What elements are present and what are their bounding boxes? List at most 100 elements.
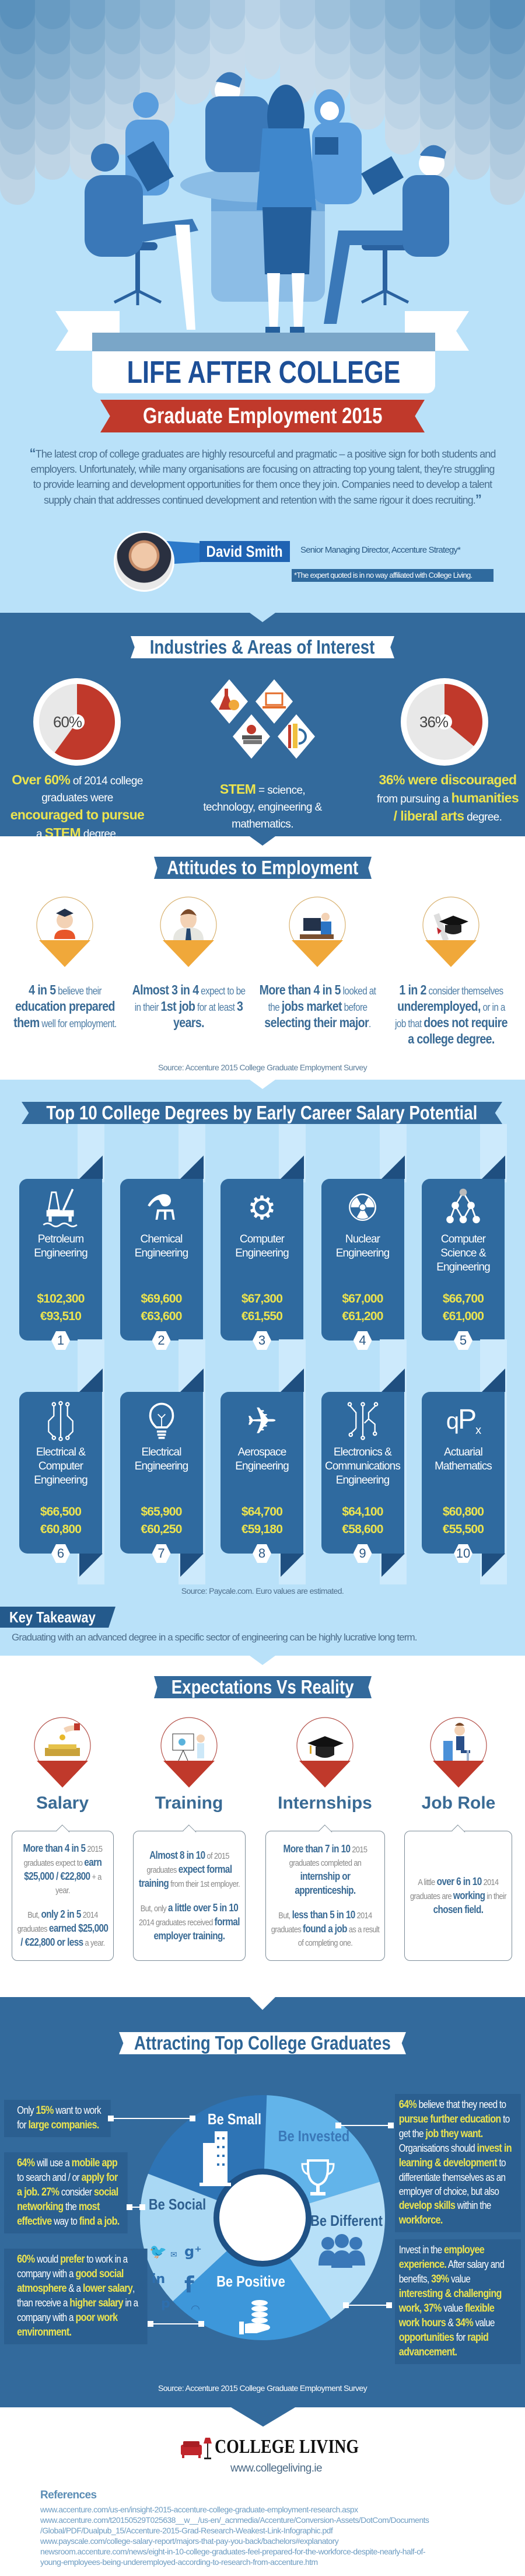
attracting-left-notes: Only 15% want to work for large companie… [4, 2100, 179, 2344]
gauge-fill-60 [54, 684, 115, 760]
body-text: of 2015 graduates [146, 1851, 229, 1875]
connector-lines [108, 2116, 394, 2327]
emphasis-text: jobs market [281, 999, 342, 1014]
rank-badge: 3 [253, 1331, 271, 1350]
expectation-pin [430, 1717, 487, 1788]
emphasis-text: 1 in 2 [399, 982, 426, 997]
degree-salary: $64,700 €59,180 [242, 1503, 283, 1538]
body-text: from their 1st employer. [169, 1879, 240, 1889]
speaker-name: David Smith [206, 542, 284, 560]
stem-encouraged-gauge: 60% [33, 678, 121, 766]
scallop [245, 0, 280, 29]
facebook-icon: f [184, 2272, 194, 2298]
degree-name: Electrical & Computer Engineering [34, 1446, 88, 1486]
pinterest-icon: p [161, 2296, 170, 2311]
emphasis-text: 4 in 5 [29, 982, 56, 997]
body-text: the [63, 2201, 79, 2212]
attracting-right-notes: 64% believe that they need to pursue fur… [395, 2094, 525, 2364]
attracting-ring: Be Small Be Invested Be Different Be Positi… [140, 2095, 385, 2340]
college-living-url[interactable]: www.collegeliving.ie [230, 2462, 323, 2474]
box-caret [318, 1824, 332, 1838]
scallop [70, 0, 105, 29]
reference-link[interactable]: young-employees-being-underemployed-acco… [40, 2557, 318, 2567]
pin-tip [163, 1761, 215, 1788]
degree-salary: $66,500 €60,800 [40, 1503, 82, 1538]
emphasis-text: 36% were discouraged [379, 772, 517, 787]
open-quote-mark: “ [29, 446, 36, 460]
emphasis-text: large companies. [28, 2119, 99, 2131]
footer-section: COLLEGE LIVING www.collegeliving.ie Refe… [0, 2407, 525, 2576]
reference-link[interactable]: www.payscale.com/college-salary-report/m… [40, 2536, 339, 2546]
humanities-discouraged-gauge: 36% [401, 678, 488, 766]
expectation-pin [296, 1717, 354, 1788]
emphasis-text: earned $25,000 / €22,800 or less [20, 1922, 108, 1948]
rank-badge: 5 [454, 1331, 473, 1350]
expectation-label: Job Role [421, 1793, 496, 1813]
reference-link[interactable]: www.accenture.com/t20150529T025638__w__/… [40, 2515, 429, 2525]
expectation-text: More than 7 in 10 2015 graduates complet… [271, 1842, 380, 1898]
expectations-title-ribbon: Expectations Vs Reality [154, 1676, 372, 1698]
degree-salary: $60,800 €55,500 [443, 1503, 484, 1538]
rank-badge: 6 [51, 1544, 70, 1563]
rank-badge: 1 [51, 1331, 70, 1350]
scallop [420, 0, 455, 29]
expectations-title: Expectations Vs Reality [172, 1676, 354, 1698]
box-caret [183, 1824, 196, 1838]
degree-name: Electronics & Communications Engineering [325, 1446, 401, 1486]
body-text: for at least [195, 1001, 237, 1013]
body-text: & [446, 2317, 456, 2329]
body-text: would [34, 2253, 61, 2265]
cap-diploma-icon [433, 913, 468, 942]
top-degrees-title: Top 10 College Degrees by Early Career S… [46, 1102, 478, 1123]
degree-salary: $66,700 €61,000 [443, 1290, 484, 1325]
emphasis-text: 60% [17, 2253, 35, 2266]
stem-definition-text: STEM = science, technology, engineering … [198, 781, 327, 833]
rank-badge: 2 [152, 1331, 171, 1350]
scallop [35, 0, 70, 29]
attracting-note-mobile-app: 64% will use a mobile app to search and … [4, 2152, 128, 2233]
emphasis-text: Almost 3 in 4 [132, 982, 200, 997]
emphasis-text: found a job [303, 1922, 347, 1935]
card-fold [180, 1156, 204, 1179]
body-text: A little [418, 1877, 437, 1887]
card-fold [180, 1369, 204, 1392]
reference-link[interactable]: /Global/PDF/Dualpub_15/Accenture-2015-Gr… [40, 2526, 333, 2535]
emphasis-text: higher salary [69, 2297, 123, 2309]
expectation-pin [34, 1717, 91, 1788]
emphasis-text: invest in learning & development [398, 2142, 512, 2169]
speaker-title: Senior Managing Director, Accenture Stra… [300, 545, 461, 555]
degree-card: ⚗ Chemical Engineering $69,600 €63,600 2 [120, 1179, 203, 1350]
body-text: + a year. [55, 1872, 102, 1896]
connector-be-social [127, 2204, 145, 2210]
lightbulb-icon [144, 1400, 179, 1442]
card-fold [79, 1156, 103, 1179]
body-text: way to [51, 2215, 79, 2227]
body-text: 2014 graduates [17, 1910, 99, 1934]
emphasis-text: most effective [17, 2201, 100, 2228]
books-apple-icon [233, 714, 270, 759]
emphasis-text: good social atmosphere [17, 2268, 124, 2295]
radiation-icon: ☢ [345, 1187, 380, 1229]
emphasis-text: poor work environment. [17, 2312, 118, 2338]
reference-link[interactable]: newsroom.accenture.com/news/eight-in-10-… [40, 2547, 426, 2556]
card-fold [381, 1554, 405, 1577]
attracting-section: Attracting Top College Graduates Be Smal… [0, 1997, 525, 2407]
college-living-logo-text: COLLEGE LIVING [215, 2436, 359, 2458]
body-text: within the [455, 2200, 492, 2211]
industries-title-ribbon: Industries & Areas of Interest [131, 636, 394, 658]
reference-link[interactable]: www.accenture.com/us-en/insight-2015-acc… [40, 2505, 358, 2514]
emphasis-text: interesting & challenging work, 37% [398, 2288, 502, 2315]
rss-icon: ◠ [191, 2303, 200, 2315]
speaker-avatar [114, 531, 174, 592]
salary-eur: €60,800 [40, 1523, 82, 1536]
attitude-pin [36, 896, 93, 967]
body-text: 2015 graduates expect to [23, 1844, 103, 1868]
card-fold [281, 1554, 304, 1577]
attitude-stat-text: More than 4 in 5 looked at the jobs mark… [258, 982, 377, 1031]
quote-text: “The latest crop of college graduates ar… [29, 446, 496, 508]
emphasis-text: pursue further education [398, 2113, 501, 2125]
body-text: Only [17, 2104, 36, 2116]
graduate-icon [54, 909, 75, 939]
attitude-pin [422, 896, 480, 967]
body-text: = science, technology, engineering & mat… [203, 784, 322, 830]
